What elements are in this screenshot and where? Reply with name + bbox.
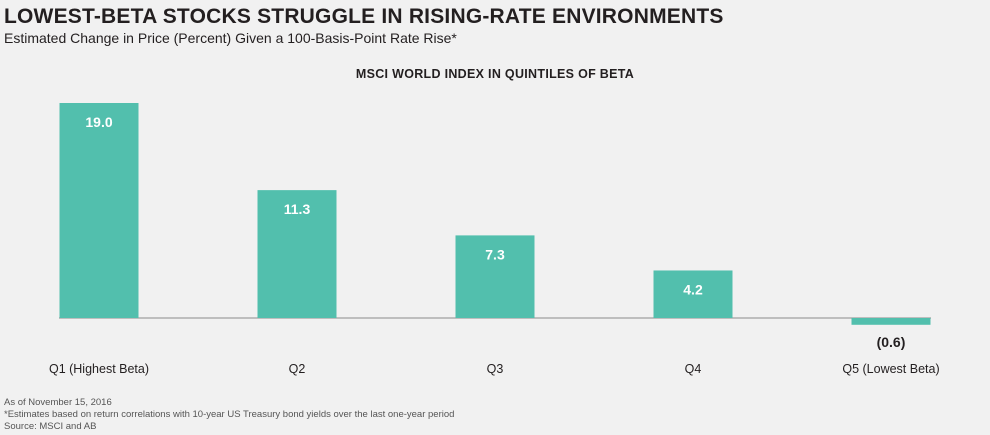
- category-label-3: Q3: [487, 362, 504, 376]
- data-label-4: 4.2: [683, 281, 703, 297]
- footnote-note: *Estimates based on return correlations …: [4, 409, 455, 420]
- category-label-5: Q5 (Lowest Beta): [842, 362, 939, 376]
- footnotes: As of November 15, 2016 *Estimates based…: [4, 397, 454, 433]
- data-label-3: 7.3: [485, 246, 505, 262]
- bar-4: [653, 270, 733, 318]
- chart-title: MSCI WORLD INDEX IN QUINTILES OF BETA: [355, 67, 635, 81]
- category-label-4: Q4: [685, 362, 702, 376]
- category-label-2: Q2: [289, 362, 306, 376]
- bar-1: [59, 103, 139, 318]
- page-subtitle: Estimated Change in Price (Percent) Give…: [4, 30, 457, 46]
- data-label-2: 11.3: [284, 201, 311, 217]
- page-title: LOWEST-BETA STOCKS STRUGGLE IN RISING-RA…: [4, 5, 724, 28]
- footnote-date: As of November 15, 2016: [4, 397, 112, 408]
- category-label-1: Q1 (Highest Beta): [49, 362, 149, 376]
- bar-5: [851, 318, 931, 325]
- footnote-source: Source: MSCI and AB: [4, 421, 97, 432]
- data-label-1: 19.0: [85, 114, 112, 130]
- bar-2: [257, 190, 337, 318]
- bar-chart: 19.0 Q1 (Highest Beta) 11.3 Q2 7.3 Q3 4.2 Q4 (0.…: [49, 103, 940, 376]
- bar-3: [455, 235, 535, 318]
- data-label-5: (0.6): [877, 334, 906, 350]
